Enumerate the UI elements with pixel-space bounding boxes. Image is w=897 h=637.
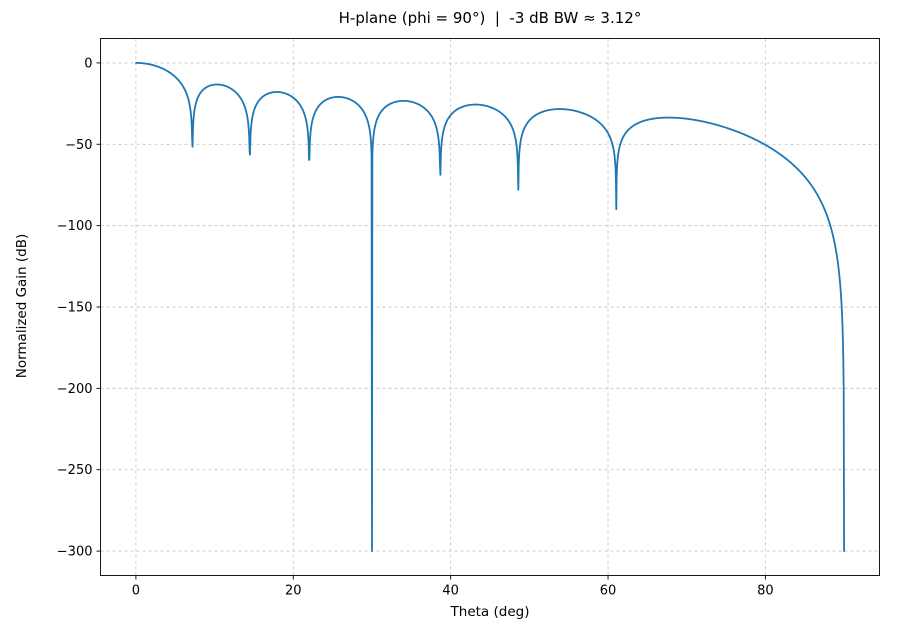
y-tick-label: −200 (57, 382, 93, 397)
x-axis-label: Theta (deg) (450, 604, 530, 620)
y-tick-label: −300 (57, 545, 93, 560)
y-tick-label: −100 (57, 219, 93, 234)
chart-title: H-plane (phi = 90°) | -3 dB BW ≈ 3.12° (338, 9, 642, 27)
y-axis-label: Normalized Gain (dB) (14, 233, 30, 379)
y-tick-label: −250 (57, 463, 93, 478)
x-tick-label: 80 (757, 584, 774, 599)
y-tick-label: −150 (57, 301, 93, 316)
x-tick-label: 0 (132, 584, 140, 599)
x-tick-label: 60 (600, 584, 617, 599)
x-tick-label: 40 (442, 584, 459, 599)
y-tick-label: 0 (84, 56, 92, 71)
y-tick-label: −50 (65, 138, 92, 153)
x-tick-label: 20 (285, 584, 302, 599)
